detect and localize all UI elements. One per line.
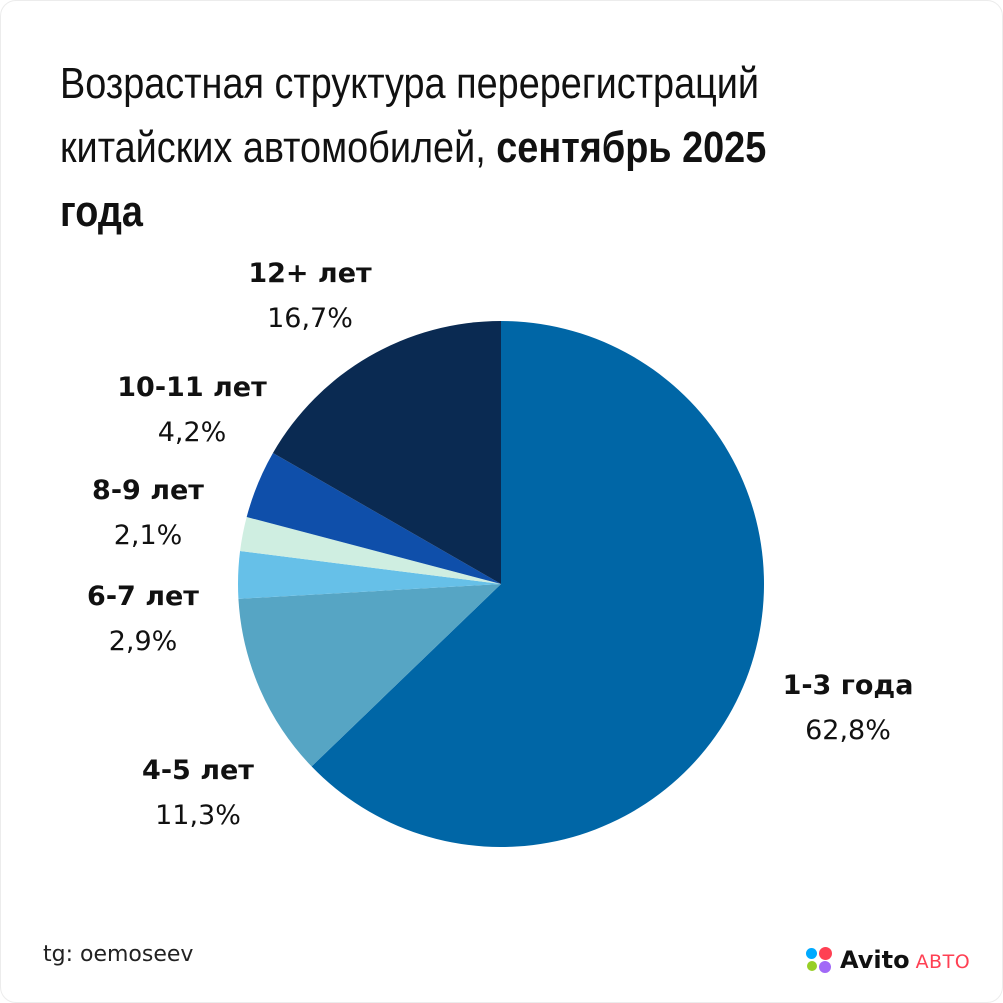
slice-value-6: 16,7%	[267, 303, 353, 334]
pie-labels: 1-3 года 62,8% 4-5 лет 11,3% 6-7 лет 2,9% 8-9 …	[87, 258, 913, 831]
slice-value-4: 2,1%	[114, 520, 183, 551]
slice-label-3: 6-7 лет	[87, 581, 199, 612]
slice-value-5: 4,2%	[158, 417, 227, 448]
chart-title: Возрастная структура перерегистраций кит…	[60, 52, 851, 244]
title-line-2-regular: китайских автомобилей,	[60, 123, 497, 172]
pie-slices	[237, 321, 765, 847]
slice-label-6: 12+ лет	[248, 258, 372, 289]
pie-slice-3	[237, 551, 501, 599]
avito-logo-icon	[806, 947, 832, 973]
slice-label-1: 1-3 года	[783, 670, 914, 701]
slice-value-2: 11,3%	[155, 800, 241, 831]
title-line-2: китайских автомобилей, сентябрь 2025 год…	[60, 116, 851, 244]
slice-label-2: 4-5 лет	[142, 755, 254, 786]
brand-name: Avito	[840, 946, 910, 974]
slice-label-5: 10-11 лет	[117, 372, 267, 403]
brand-sub: АВТО	[915, 950, 971, 973]
pie-slice-5	[246, 452, 501, 584]
pie-slice-1	[311, 321, 765, 847]
slice-value-1: 62,8%	[805, 715, 891, 746]
source-credit: tg: oemoseev	[43, 942, 194, 967]
slice-label-4: 8-9 лет	[92, 475, 204, 506]
title-line-1: Возрастная структура перерегистраций	[60, 59, 760, 108]
pie-slice-4	[240, 517, 501, 584]
pie-slice-2	[238, 584, 502, 767]
slice-value-3: 2,9%	[109, 626, 178, 657]
pie-slice-6	[272, 321, 501, 584]
brand-logo-group: Avito АВТО	[806, 940, 970, 980]
title-line-2-bold: сентябрь 2025 года	[60, 123, 767, 236]
